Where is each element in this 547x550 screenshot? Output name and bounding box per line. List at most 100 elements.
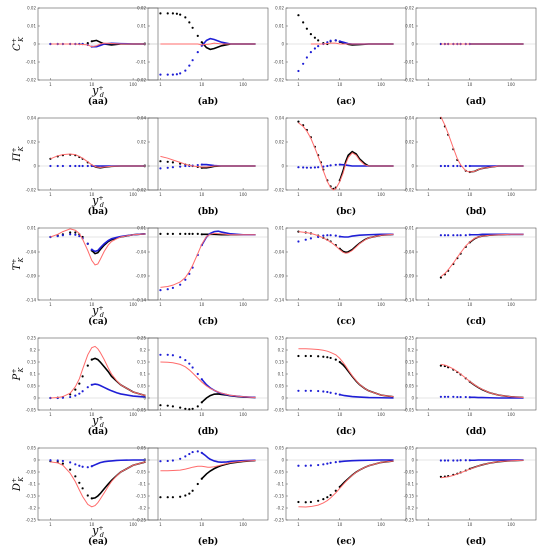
data-point-blue — [456, 234, 459, 237]
data-point-blue — [69, 395, 72, 399]
y-tick-label: 0.02 — [275, 139, 284, 144]
y-tick-label: -0.01 — [274, 59, 285, 64]
x-tick-label: 100 — [129, 412, 137, 417]
data-point-black — [184, 16, 187, 19]
data-point-blue — [196, 51, 199, 54]
data-point-blue — [338, 393, 341, 396]
x-tick-label: 1 — [427, 82, 430, 87]
panel-ba: 0.040.020-0.021 10 100(ba)Π+Ky+ d — [10, 115, 159, 217]
x-tick-label: 1 — [297, 302, 300, 307]
data-point-blue — [56, 459, 59, 462]
data-point-black — [171, 12, 174, 15]
x-tick-label: 1 — [427, 192, 430, 197]
data-point-blue — [297, 166, 300, 169]
y-tick-label: 0.15 — [275, 359, 284, 364]
y-tick-label: -0.04 — [274, 249, 285, 254]
data-point-blue — [78, 235, 81, 238]
y-tick-label: -0.01 — [26, 59, 37, 64]
data-point-blue — [302, 62, 305, 65]
y-tick-label: 0.05 — [137, 445, 146, 450]
y-tick-label: 0 — [33, 457, 36, 462]
y-tick-label: 0.01 — [137, 23, 146, 28]
x-tick-label: 100 — [377, 412, 385, 417]
x-tick-label: 10 — [89, 192, 95, 197]
x-tick-label: 10 — [337, 522, 343, 527]
panel-ad: 0.02 0.01 0 -0.01 -0.02 1 10 100 (ad) — [404, 5, 537, 107]
y-tick-label: -0.09 — [404, 273, 415, 278]
series-line-red — [160, 155, 256, 168]
data-point-blue — [196, 163, 199, 167]
series-line-red — [50, 228, 146, 266]
y-tick-label: -0.14 — [136, 297, 147, 302]
x-tick-label: 10 — [89, 302, 95, 307]
data-point-black — [317, 355, 320, 358]
data-point-blue — [317, 45, 320, 48]
data-point-blue — [447, 459, 450, 462]
series-line-black — [339, 460, 394, 488]
data-point-blue — [443, 459, 446, 462]
y-tick-label: -0.09 — [26, 273, 37, 278]
data-point-blue — [78, 464, 81, 467]
data-point-black — [196, 405, 199, 408]
y-tick-label: -0.2 — [406, 505, 414, 510]
y-tick-label: -0.02 — [274, 187, 285, 192]
data-point-blue — [69, 164, 72, 168]
data-point-blue — [184, 164, 187, 168]
data-point-blue — [338, 163, 341, 166]
x-axis-label: y+ d — [91, 414, 104, 429]
y-tick-label: -0.25 — [404, 517, 415, 522]
y-tick-label: 0 — [281, 457, 284, 462]
data-point-blue — [184, 278, 187, 281]
data-point-blue — [159, 167, 162, 170]
data-point-blue — [439, 234, 442, 237]
data-point-blue — [56, 164, 59, 168]
data-point-black — [317, 39, 320, 42]
panel-label: (ac) — [336, 96, 356, 107]
data-point-blue — [159, 460, 162, 463]
x-tick-label: 10 — [467, 82, 473, 87]
y-tick-label: 0 — [281, 395, 284, 400]
data-point-blue — [443, 164, 446, 168]
y-tick-label: 0.01 — [275, 225, 284, 230]
x-tick-label: 1 — [427, 522, 430, 527]
panel-label: (bc) — [336, 206, 356, 217]
data-point-black — [179, 495, 182, 498]
x-tick-label: 100 — [377, 522, 385, 527]
y-axis-label-symbol: Π — [12, 153, 23, 163]
y-tick-label: -0.05 — [404, 407, 415, 412]
series-line-blue — [91, 459, 146, 467]
data-point-blue — [456, 164, 459, 168]
series-line-blue — [339, 393, 394, 399]
panel-bc: 0.04 0.02 0 -0.02 1 10 100 (bc) — [274, 115, 407, 217]
y-tick-label: -0.1 — [276, 481, 284, 486]
data-point-blue — [61, 164, 64, 168]
y-tick-label: -0.15 — [136, 493, 147, 498]
x-tick-label: 10 — [337, 302, 343, 307]
x-tick-label: 10 — [199, 302, 205, 307]
y-axis-label-symbol: T — [12, 262, 23, 270]
x-tick-label: 1 — [49, 82, 52, 87]
y-tick-label: -0.25 — [26, 517, 37, 522]
y-axis-label: T+K — [10, 256, 25, 270]
series-line-black — [339, 361, 394, 398]
data-point-blue — [61, 396, 64, 399]
data-point-blue — [74, 233, 77, 236]
y-tick-label: -0.09 — [136, 273, 147, 278]
data-point-blue — [439, 459, 442, 462]
y-tick-label: 0 — [411, 41, 414, 46]
data-point-blue — [468, 396, 471, 399]
x-axis-label: y+ d — [91, 524, 104, 539]
series-line-red — [298, 231, 394, 254]
x-axis-label-subscript: d — [100, 421, 104, 429]
y-tick-label: 0.01 — [137, 225, 146, 230]
y-tick-label: -0.15 — [274, 493, 285, 498]
data-point-blue — [188, 362, 191, 365]
data-point-black — [334, 489, 337, 492]
data-point-blue — [166, 353, 169, 356]
data-point-blue — [443, 234, 446, 237]
x-tick-label: 1 — [49, 412, 52, 417]
y-tick-label: -0.25 — [274, 517, 285, 522]
y-tick-label: -0.01 — [136, 59, 147, 64]
data-point-blue — [74, 164, 77, 168]
plot-frame — [415, 117, 537, 191]
